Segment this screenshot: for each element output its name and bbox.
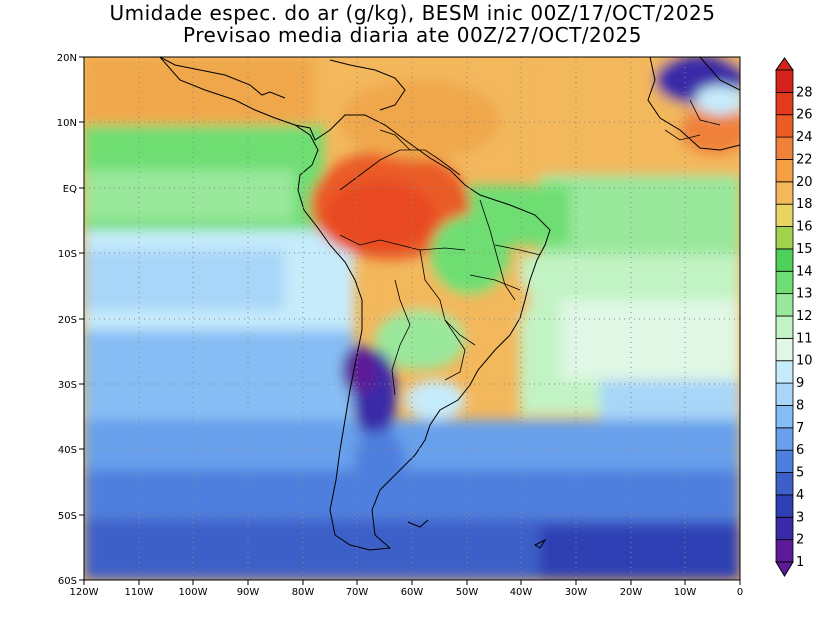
colorbar-swatch (775, 472, 794, 496)
colorbar-label: 7 (796, 421, 804, 436)
colorbar-label: 24 (796, 130, 813, 145)
colorbar-swatch (775, 449, 794, 473)
colorbar-label: 12 (796, 309, 813, 324)
colorbar-swatch (775, 539, 794, 563)
lon-label: 70W (346, 587, 369, 598)
lat-label: 60S (58, 576, 77, 587)
lon-label: 90W (237, 587, 260, 598)
colorbar-label: 4 (796, 488, 804, 503)
colorbar-swatch (775, 405, 794, 429)
colorbar-swatch (775, 159, 794, 183)
lat-label: 30S (58, 380, 77, 391)
colorbar-label: 26 (796, 108, 813, 123)
colorbar-label: 15 (796, 242, 813, 257)
colorbar-swatch (775, 337, 794, 362)
map-title-line2: Previsao media diaria ate 00Z/27/OCT/202… (183, 23, 642, 47)
colorbar-label: 10 (796, 354, 813, 369)
lon-label: 20W (620, 587, 643, 598)
lat-label: 10N (57, 118, 77, 129)
colorbar-swatch (775, 270, 794, 295)
lat-label: 20S (58, 315, 77, 326)
lat-label: EQ (63, 184, 77, 195)
colorbar-label: 28 (796, 85, 813, 100)
colorbar-label: 20 (796, 175, 813, 190)
lon-label: 30W (565, 587, 588, 598)
coastlines (159, 57, 740, 551)
colorbar-label: 13 (796, 287, 813, 302)
lat-label: 40S (58, 445, 77, 456)
colorbar-bottom-arrow (775, 561, 794, 577)
colorbar-label: 6 (796, 443, 804, 458)
humidity-field (84, 57, 740, 580)
colorbar-label: 18 (796, 197, 813, 212)
colorbar-label: 1 (796, 555, 804, 570)
lon-label: 10W (674, 587, 697, 598)
colorbar-label: 14 (796, 264, 813, 279)
axis-ticks (79, 56, 741, 585)
colorbar-swatch (775, 114, 794, 138)
lon-label: 100W (179, 587, 208, 598)
colorbar-swatch (775, 181, 794, 205)
lon-label: 80W (292, 587, 315, 598)
colorbar-label: 5 (796, 466, 804, 481)
colorbar-swatch (775, 248, 794, 272)
lon-label: 40W (510, 587, 533, 598)
colorbar-swatch (775, 382, 794, 406)
lon-label: 50W (456, 587, 479, 598)
colorbar-top-arrow (775, 57, 794, 71)
colorbar-label: 11 (796, 331, 813, 346)
colorbar-swatch (775, 494, 794, 518)
colorbar-label: 3 (796, 510, 804, 525)
colorbar-swatch (775, 136, 794, 160)
lat-label: 20N (57, 53, 77, 64)
colorbar-swatch (775, 226, 794, 250)
lat-label: 10S (58, 249, 77, 260)
country-borders (339, 99, 721, 396)
colorbar-label: 2 (796, 533, 804, 548)
colorbar-swatch (775, 516, 794, 541)
colorbar-swatch (775, 69, 794, 93)
lat-label: 50S (58, 511, 77, 522)
colorbar-label: 22 (796, 152, 813, 167)
colorbar-swatch (775, 427, 794, 451)
colorbar-swatch (775, 293, 794, 317)
colorbar-label: 9 (796, 376, 804, 391)
colorbar-label: 8 (796, 398, 804, 413)
map-grid (84, 57, 740, 580)
map-title-line1: Umidade espec. do ar (g/kg), BESM inic 0… (109, 1, 716, 25)
lon-label: 0 (737, 587, 743, 598)
colorbar-label: 16 (796, 220, 813, 235)
lon-label: 60W (401, 587, 424, 598)
lon-label: 120W (70, 587, 99, 598)
colorbar-swatch (775, 203, 794, 227)
colorbar-swatch (775, 91, 794, 116)
colorbar-swatch (775, 360, 794, 384)
colorbar-swatch (775, 315, 794, 339)
lon-label: 110W (125, 587, 154, 598)
